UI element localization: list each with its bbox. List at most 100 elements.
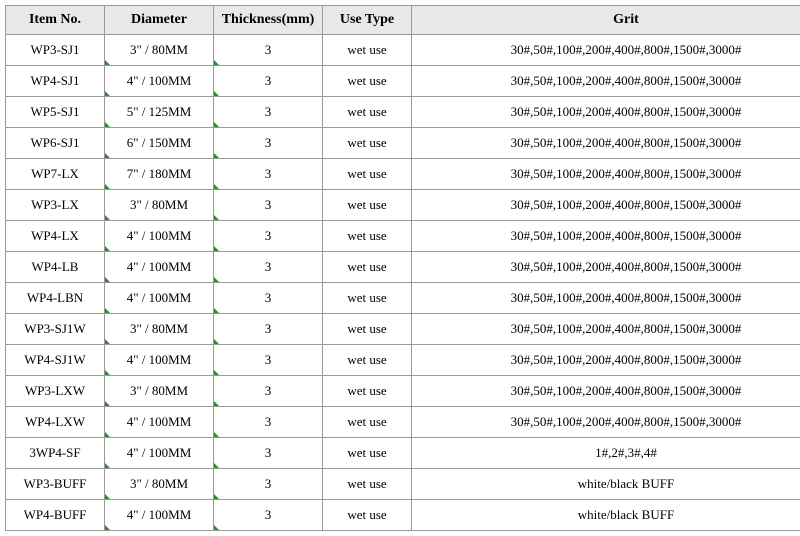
cell-item: WP6-SJ1 xyxy=(6,128,105,159)
cell-item: WP3-SJ1 xyxy=(6,35,105,66)
table-row: WP4-SJ14" / 100MM3wet use30#,50#,100#,20… xyxy=(6,66,800,97)
cell-diameter: 4" / 100MM xyxy=(105,500,214,531)
cell-usetype: wet use xyxy=(323,345,412,376)
cell-grit: 30#,50#,100#,200#,400#,800#,1500#,3000# xyxy=(412,345,800,376)
cell-grit: 30#,50#,100#,200#,400#,800#,1500#,3000# xyxy=(412,221,800,252)
cell-thickness: 3 xyxy=(214,500,323,531)
table-row: WP3-SJ1W3" / 80MM3wet use30#,50#,100#,20… xyxy=(6,314,800,345)
cell-grit: 30#,50#,100#,200#,400#,800#,1500#,3000# xyxy=(412,190,800,221)
cell-usetype: wet use xyxy=(323,128,412,159)
table-row: WP3-BUFF3" / 80MM3wet usewhite/black BUF… xyxy=(6,469,800,500)
cell-diameter: 5" / 125MM xyxy=(105,97,214,128)
cell-thickness: 3 xyxy=(214,376,323,407)
cell-diameter: 4" / 100MM xyxy=(105,345,214,376)
cell-usetype: wet use xyxy=(323,35,412,66)
table-row: WP4-SJ1W4" / 100MM3wet use30#,50#,100#,2… xyxy=(6,345,800,376)
cell-usetype: wet use xyxy=(323,190,412,221)
cell-diameter: 3" / 80MM xyxy=(105,35,214,66)
product-spec-table: Item No. Diameter Thickness(mm) Use Type… xyxy=(5,5,800,531)
cell-grit: 30#,50#,100#,200#,400#,800#,1500#,3000# xyxy=(412,376,800,407)
table-row: WP5-SJ15" / 125MM3wet use30#,50#,100#,20… xyxy=(6,97,800,128)
cell-thickness: 3 xyxy=(214,283,323,314)
cell-item: 3WP4-SF xyxy=(6,438,105,469)
cell-diameter: 4" / 100MM xyxy=(105,407,214,438)
cell-diameter: 4" / 100MM xyxy=(105,252,214,283)
col-header-grit: Grit xyxy=(412,6,800,35)
cell-item: WP4-LB xyxy=(6,252,105,283)
cell-grit: 30#,50#,100#,200#,400#,800#,1500#,3000# xyxy=(412,35,800,66)
cell-diameter: 3" / 80MM xyxy=(105,469,214,500)
cell-grit: 30#,50#,100#,200#,400#,800#,1500#,3000# xyxy=(412,159,800,190)
table-row: WP6-SJ16" / 150MM3wet use30#,50#,100#,20… xyxy=(6,128,800,159)
cell-usetype: wet use xyxy=(323,159,412,190)
cell-grit: 30#,50#,100#,200#,400#,800#,1500#,3000# xyxy=(412,314,800,345)
cell-usetype: wet use xyxy=(323,314,412,345)
cell-grit: white/black BUFF xyxy=(412,500,800,531)
cell-diameter: 4" / 100MM xyxy=(105,438,214,469)
cell-diameter: 3" / 80MM xyxy=(105,376,214,407)
col-header-diameter: Diameter xyxy=(105,6,214,35)
col-header-thickness: Thickness(mm) xyxy=(214,6,323,35)
table-row: WP3-SJ13" / 80MM3wet use30#,50#,100#,200… xyxy=(6,35,800,66)
table-row: 3WP4-SF4" / 100MM3wet use1#,2#,3#,4# xyxy=(6,438,800,469)
cell-diameter: 7" / 180MM xyxy=(105,159,214,190)
cell-usetype: wet use xyxy=(323,221,412,252)
col-header-item: Item No. xyxy=(6,6,105,35)
cell-usetype: wet use xyxy=(323,66,412,97)
cell-thickness: 3 xyxy=(214,252,323,283)
cell-item: WP4-LXW xyxy=(6,407,105,438)
cell-item: WP3-BUFF xyxy=(6,469,105,500)
cell-thickness: 3 xyxy=(214,407,323,438)
cell-item: WP7-LX xyxy=(6,159,105,190)
cell-item: WP3-SJ1W xyxy=(6,314,105,345)
cell-thickness: 3 xyxy=(214,438,323,469)
table-row: WP4-LB4" / 100MM3wet use30#,50#,100#,200… xyxy=(6,252,800,283)
col-header-usetype: Use Type xyxy=(323,6,412,35)
cell-diameter: 4" / 100MM xyxy=(105,283,214,314)
table-row: WP4-LBN4" / 100MM3wet use30#,50#,100#,20… xyxy=(6,283,800,314)
cell-grit: 1#,2#,3#,4# xyxy=(412,438,800,469)
cell-usetype: wet use xyxy=(323,500,412,531)
cell-thickness: 3 xyxy=(214,221,323,252)
cell-thickness: 3 xyxy=(214,66,323,97)
cell-diameter: 3" / 80MM xyxy=(105,190,214,221)
cell-item: WP3-LXW xyxy=(6,376,105,407)
cell-grit: 30#,50#,100#,200#,400#,800#,1500#,3000# xyxy=(412,252,800,283)
cell-grit: 30#,50#,100#,200#,400#,800#,1500#,3000# xyxy=(412,283,800,314)
cell-usetype: wet use xyxy=(323,438,412,469)
cell-usetype: wet use xyxy=(323,252,412,283)
cell-thickness: 3 xyxy=(214,190,323,221)
cell-thickness: 3 xyxy=(214,128,323,159)
cell-usetype: wet use xyxy=(323,376,412,407)
cell-grit: 30#,50#,100#,200#,400#,800#,1500#,3000# xyxy=(412,97,800,128)
cell-thickness: 3 xyxy=(214,469,323,500)
table-header-row: Item No. Diameter Thickness(mm) Use Type… xyxy=(6,6,800,35)
cell-diameter: 4" / 100MM xyxy=(105,221,214,252)
table-row: WP7-LX7" / 180MM3wet use30#,50#,100#,200… xyxy=(6,159,800,190)
cell-thickness: 3 xyxy=(214,35,323,66)
cell-grit: 30#,50#,100#,200#,400#,800#,1500#,3000# xyxy=(412,66,800,97)
table-row: WP4-LXW4" / 100MM3wet use30#,50#,100#,20… xyxy=(6,407,800,438)
table-row: WP3-LXW3" / 80MM3wet use30#,50#,100#,200… xyxy=(6,376,800,407)
cell-item: WP3-LX xyxy=(6,190,105,221)
table-row: WP3-LX3" / 80MM3wet use30#,50#,100#,200#… xyxy=(6,190,800,221)
cell-item: WP5-SJ1 xyxy=(6,97,105,128)
cell-thickness: 3 xyxy=(214,97,323,128)
cell-grit: white/black BUFF xyxy=(412,469,800,500)
table-body: WP3-SJ13" / 80MM3wet use30#,50#,100#,200… xyxy=(6,35,800,531)
table-row: WP4-BUFF4" / 100MM3wet usewhite/black BU… xyxy=(6,500,800,531)
cell-diameter: 6" / 150MM xyxy=(105,128,214,159)
cell-usetype: wet use xyxy=(323,97,412,128)
cell-diameter: 4" / 100MM xyxy=(105,66,214,97)
cell-item: WP4-LBN xyxy=(6,283,105,314)
cell-usetype: wet use xyxy=(323,283,412,314)
cell-usetype: wet use xyxy=(323,469,412,500)
cell-item: WP4-SJ1 xyxy=(6,66,105,97)
cell-diameter: 3" / 80MM xyxy=(105,314,214,345)
cell-thickness: 3 xyxy=(214,159,323,190)
cell-item: WP4-SJ1W xyxy=(6,345,105,376)
table-row: WP4-LX4" / 100MM3wet use30#,50#,100#,200… xyxy=(6,221,800,252)
cell-item: WP4-LX xyxy=(6,221,105,252)
cell-usetype: wet use xyxy=(323,407,412,438)
cell-item: WP4-BUFF xyxy=(6,500,105,531)
